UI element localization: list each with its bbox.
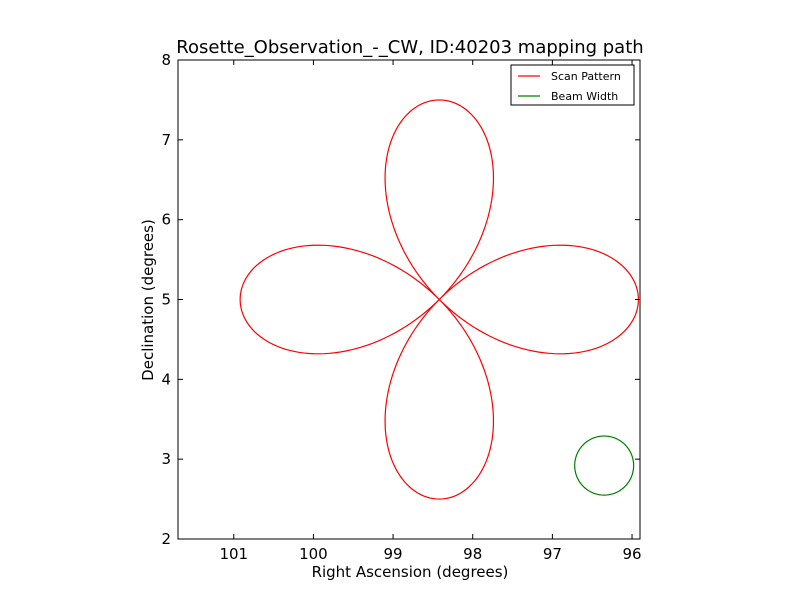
x-tick-label: 99 (384, 545, 403, 563)
x-tick-label: 100 (299, 545, 328, 563)
y-axis-label: Declination (degrees) (139, 219, 157, 381)
x-tick-label: 97 (543, 545, 562, 563)
beam-width-circle (574, 435, 635, 496)
y-tick-label: 7 (161, 131, 171, 149)
y-tick-label: 8 (161, 51, 171, 69)
legend-beam-width-label: Beam Width (551, 90, 618, 103)
x-axis-ticks: 101 100 99 98 97 96 (219, 60, 642, 563)
x-axis-label: Right Ascension (degrees) (312, 563, 509, 581)
y-axis-ticks: 2 3 4 5 6 7 8 (161, 51, 640, 548)
x-tick-label: 101 (219, 545, 248, 563)
legend-box (510, 64, 635, 106)
y-tick-label: 2 (161, 530, 171, 548)
y-tick-label: 5 (161, 291, 171, 309)
x-tick-label: 98 (463, 545, 482, 563)
x-tick-label: 96 (622, 545, 641, 563)
y-tick-label: 4 (161, 370, 171, 388)
chart-title: Rosette_Observation_-_CW, ID:40203 mappi… (176, 37, 643, 58)
y-tick-label: 6 (161, 211, 171, 229)
legend: Scan Pattern Beam Width (510, 64, 635, 106)
legend-scan-pattern-label: Scan Pattern (551, 70, 621, 83)
y-tick-label: 3 (161, 450, 171, 468)
